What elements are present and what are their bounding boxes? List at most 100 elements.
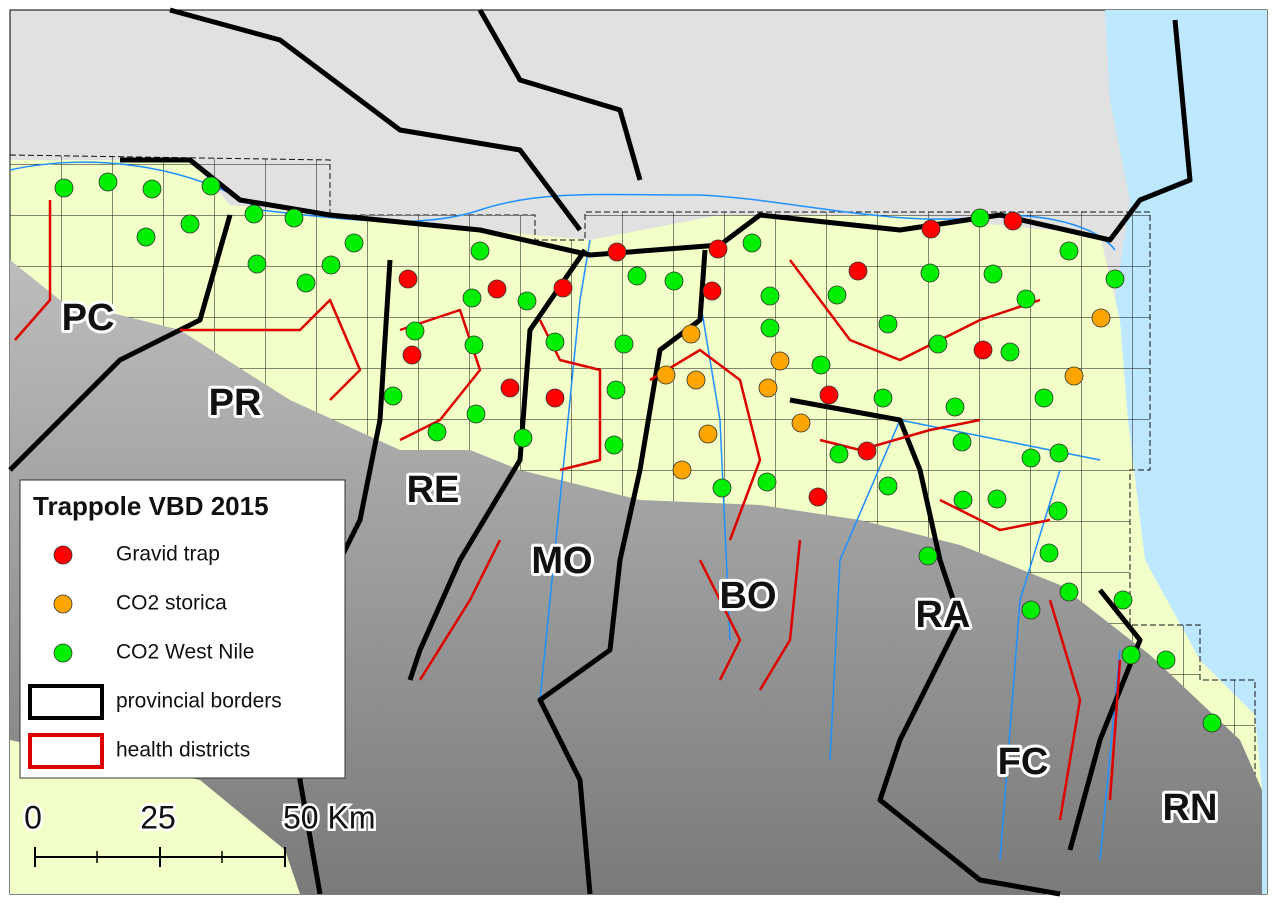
trap-point: [1016, 289, 1036, 309]
trap-point: [672, 460, 692, 480]
trap-point: [945, 397, 965, 417]
trap-point: [1121, 645, 1141, 665]
trap-point: [284, 208, 304, 228]
trap-point: [201, 176, 221, 196]
province-label: RN: [1163, 787, 1218, 829]
trap-point: [1048, 501, 1068, 521]
scale-label: 50 Km: [283, 799, 375, 835]
trap-point: [983, 264, 1003, 284]
trap-point: [466, 404, 486, 424]
trap-point: [708, 239, 728, 259]
legend-box: [19, 479, 346, 779]
trap-point: [462, 288, 482, 308]
trap-point: [1064, 366, 1084, 386]
legend-label: Gravid trap: [116, 543, 220, 566]
trap-point: [656, 365, 676, 385]
sampling-grid: [9, 154, 1256, 781]
trap-point: [827, 285, 847, 305]
trap-point: [808, 487, 828, 507]
trap-point: [604, 435, 624, 455]
trap-point: [918, 546, 938, 566]
legend-symbol: [53, 545, 73, 565]
trap-point: [1003, 211, 1023, 231]
trap-point: [607, 242, 627, 262]
trap-point: [614, 334, 634, 354]
province-label: PR: [209, 382, 262, 424]
trap-point: [1113, 590, 1133, 610]
trap-point: [545, 388, 565, 408]
trap-point: [757, 472, 777, 492]
trap-point: [1091, 308, 1111, 328]
trap-point: [487, 279, 507, 299]
trap-point: [848, 261, 868, 281]
trap-point: [54, 178, 74, 198]
scale-label: 25: [140, 799, 176, 835]
legend-symbol: [53, 594, 73, 614]
trap-point: [321, 255, 341, 275]
trap-point: [712, 478, 732, 498]
trap-point: [702, 281, 722, 301]
trap-point: [742, 233, 762, 253]
trap-point: [953, 490, 973, 510]
trap-point: [1202, 713, 1222, 733]
scale-label: 0: [24, 799, 42, 835]
trap-point: [296, 273, 316, 293]
trap-point: [1049, 443, 1069, 463]
trap-point: [829, 444, 849, 464]
legend-label: CO2 storica: [116, 592, 227, 615]
trap-point: [464, 335, 484, 355]
legend-symbol: [53, 643, 73, 663]
trap-point: [470, 241, 490, 261]
trap-point: [952, 432, 972, 452]
trap-point: [1021, 600, 1041, 620]
trap-point: [98, 172, 118, 192]
trap-point: [517, 291, 537, 311]
trap-point: [398, 269, 418, 289]
trap-point: [1000, 342, 1020, 362]
province-label: MO: [531, 540, 592, 582]
trap-point: [553, 278, 573, 298]
trap-point: [1156, 650, 1176, 670]
scale-bar: 0 25 50 Km: [22, 797, 378, 867]
legend-label: CO2 West Nile: [116, 641, 254, 664]
legend-title: Trappole VBD 2015: [33, 491, 269, 521]
trap-points: [54, 172, 1222, 733]
trap-point: [760, 318, 780, 338]
trap-point: [383, 386, 403, 406]
legend-label: provincial borders: [116, 690, 282, 713]
trap-point: [142, 179, 162, 199]
trap-point: [1039, 543, 1059, 563]
trap-point: [857, 441, 877, 461]
trap-point: [180, 214, 200, 234]
trap-point: [873, 388, 893, 408]
trap-point: [819, 385, 839, 405]
province-label: RA: [916, 594, 971, 636]
trap-point: [973, 340, 993, 360]
trap-point: [664, 271, 684, 291]
trap-point: [606, 380, 626, 400]
trap-point: [791, 413, 811, 433]
trap-point: [878, 476, 898, 496]
legend-label: health districts: [116, 739, 250, 762]
trap-point: [344, 233, 364, 253]
trap-point: [1059, 241, 1079, 261]
trap-point: [811, 355, 831, 375]
legend: Gravid trap CO2 storica CO2 West Nile provi…: [28, 543, 282, 769]
legend-symbol: [28, 733, 104, 769]
trap-point: [427, 422, 447, 442]
province-label: RE: [407, 469, 460, 511]
trap-point: [681, 324, 701, 344]
trap-point: [928, 334, 948, 354]
province-label: BO: [720, 575, 777, 617]
trap-point: [920, 263, 940, 283]
trap-point: [970, 208, 990, 228]
trap-point: [698, 424, 718, 444]
trap-point: [1059, 582, 1079, 602]
legend-symbol: [28, 684, 104, 720]
trap-point: [405, 321, 425, 341]
trap-point: [402, 345, 422, 365]
trap-point: [513, 428, 533, 448]
trap-point: [921, 219, 941, 239]
province-label: FC: [998, 741, 1049, 783]
trap-point: [878, 314, 898, 334]
